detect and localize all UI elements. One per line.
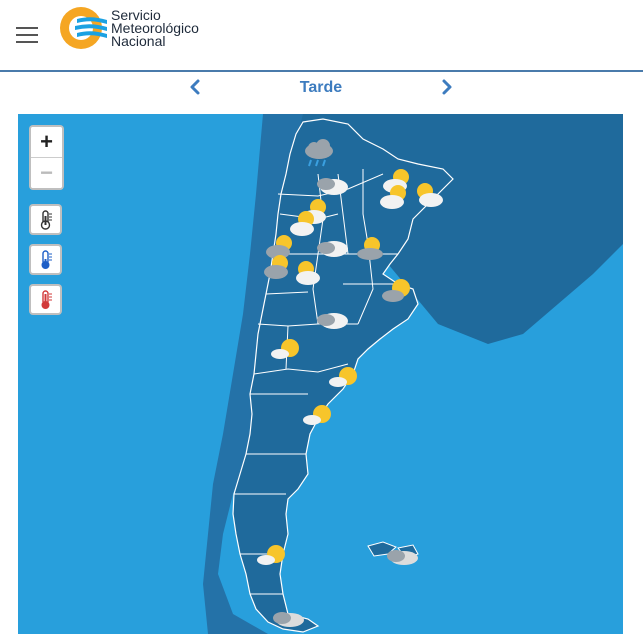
forecast-map[interactable]: + − bbox=[18, 114, 623, 634]
thermometer-cold-icon bbox=[41, 250, 52, 269]
cloudy-icon bbox=[387, 550, 418, 565]
max-temperature-layer-button[interactable] bbox=[29, 284, 62, 315]
zoom-out-button[interactable]: − bbox=[31, 157, 62, 188]
logo-line-1: Servicio bbox=[111, 7, 161, 23]
cloudy-icon bbox=[273, 612, 304, 627]
thermometer-icon bbox=[40, 210, 52, 230]
cloudy-icon bbox=[317, 178, 348, 195]
logo-line-3: Nacional bbox=[111, 33, 166, 49]
partly-cloudy-icon bbox=[296, 261, 320, 285]
partly-cloudy-icon bbox=[271, 339, 299, 359]
chevron-left-icon[interactable] bbox=[186, 77, 206, 99]
partly-cloudy-icon bbox=[329, 367, 357, 387]
partly-cloudy-icon bbox=[290, 211, 314, 236]
period-title: Tarde bbox=[299, 79, 343, 96]
smn-logo[interactable]: Servicio Meteorológico Nacional bbox=[57, 6, 237, 50]
period-navigator: Tarde bbox=[0, 72, 643, 112]
logo-wordmark: Servicio Meteorológico Nacional bbox=[111, 7, 199, 49]
zoom-control: + − bbox=[29, 125, 64, 190]
zoom-in-button[interactable]: + bbox=[31, 127, 62, 157]
temperature-layer-button[interactable] bbox=[29, 204, 62, 235]
partly-cloudy-icon bbox=[264, 255, 288, 279]
partly-cloudy-icon bbox=[357, 237, 383, 260]
logo-line-2: Meteorológico bbox=[111, 20, 199, 36]
min-temperature-layer-button[interactable] bbox=[29, 244, 62, 275]
partly-cloudy-icon bbox=[266, 235, 292, 259]
menu-icon[interactable] bbox=[16, 27, 38, 43]
thermometer-hot-icon bbox=[41, 290, 52, 309]
partly-cloudy-icon bbox=[257, 545, 285, 565]
rain-cloud-icon bbox=[305, 139, 333, 167]
chile-strip bbox=[203, 114, 303, 634]
partly-cloudy-icon bbox=[303, 405, 331, 425]
chevron-right-icon[interactable] bbox=[437, 77, 457, 99]
smn-logo-mark bbox=[60, 7, 107, 49]
partly-cloudy-icon bbox=[380, 185, 406, 209]
cloudy-icon bbox=[317, 241, 348, 257]
partly-cloudy-icon bbox=[417, 183, 443, 207]
cloudy-icon bbox=[317, 313, 348, 329]
site-header: Servicio Meteorológico Nacional bbox=[0, 0, 643, 72]
partly-cloudy-icon bbox=[382, 279, 410, 302]
